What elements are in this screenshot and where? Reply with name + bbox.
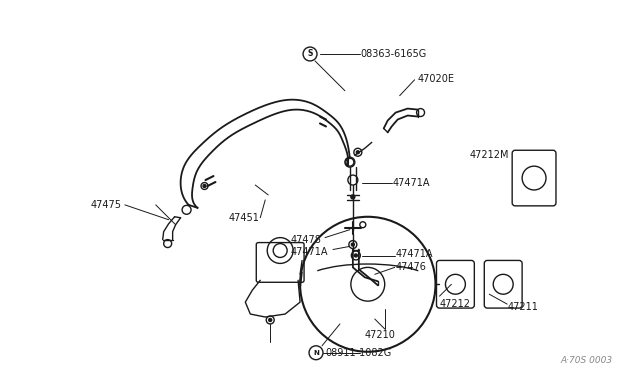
Text: S: S (307, 49, 313, 58)
Text: 08911-1082G: 08911-1082G (325, 348, 391, 358)
Text: 47211: 47211 (507, 302, 538, 312)
Text: 47476: 47476 (396, 262, 426, 272)
Text: N: N (313, 350, 319, 356)
Text: A·70S 0003: A·70S 0003 (561, 356, 613, 365)
Text: 47020E: 47020E (417, 74, 454, 84)
Circle shape (356, 151, 359, 154)
Text: 47478: 47478 (290, 235, 321, 245)
Text: 47212: 47212 (440, 299, 470, 309)
Text: 47212M: 47212M (469, 150, 509, 160)
Text: 08363-6165G: 08363-6165G (361, 49, 427, 59)
Circle shape (351, 243, 355, 246)
Circle shape (351, 195, 355, 199)
Text: 47471A: 47471A (290, 247, 328, 257)
Circle shape (269, 318, 272, 321)
Text: 47471A: 47471A (396, 250, 433, 260)
Text: 47210: 47210 (365, 330, 396, 340)
Circle shape (203, 185, 206, 187)
Text: 47471A: 47471A (393, 178, 430, 188)
Text: 47475: 47475 (91, 200, 122, 210)
Text: 47451: 47451 (228, 213, 259, 223)
Circle shape (355, 254, 357, 257)
